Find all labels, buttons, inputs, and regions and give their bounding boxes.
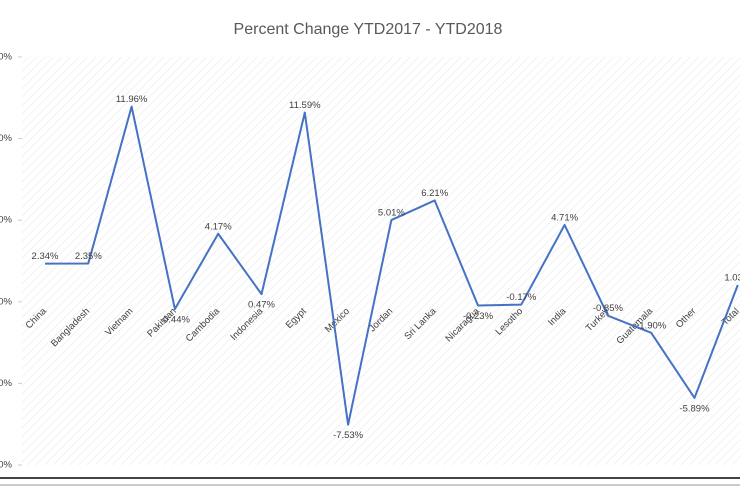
y-tick-label: 15.00% xyxy=(0,52,13,63)
data-label: -1.90% xyxy=(636,320,667,331)
chart-title: Percent Change YTD2017 - YTD2018 xyxy=(234,21,503,38)
data-label: 6.21% xyxy=(421,188,448,199)
data-label: 4.71% xyxy=(551,212,578,223)
data-label: 1.03% xyxy=(724,273,740,284)
data-label: 2.34% xyxy=(32,251,59,262)
data-line xyxy=(44,105,739,426)
data-label: -0.85% xyxy=(593,303,624,314)
data-label: 2.35% xyxy=(75,251,102,262)
data-label: -0.23% xyxy=(463,311,494,322)
y-tick-label: -5.00% xyxy=(0,378,13,389)
plot-area xyxy=(22,57,740,465)
data-label: 11.96% xyxy=(116,94,148,105)
y-tick-label: -10.00% xyxy=(0,460,13,471)
data-label: 11.59% xyxy=(289,100,321,111)
data-label: -7.53% xyxy=(333,430,364,441)
data-label: -0.44% xyxy=(160,314,191,325)
data-label: 4.17% xyxy=(205,221,232,232)
y-tick-label: 0.00% xyxy=(0,296,13,307)
data-label: 0.47% xyxy=(248,300,275,311)
data-label: -5.89% xyxy=(679,403,710,414)
data-label: 5.01% xyxy=(378,208,405,219)
y-tick-label: 5.00% xyxy=(0,215,13,226)
y-tick-label: 10.00% xyxy=(0,133,13,144)
data-label: -0.17% xyxy=(506,292,537,303)
